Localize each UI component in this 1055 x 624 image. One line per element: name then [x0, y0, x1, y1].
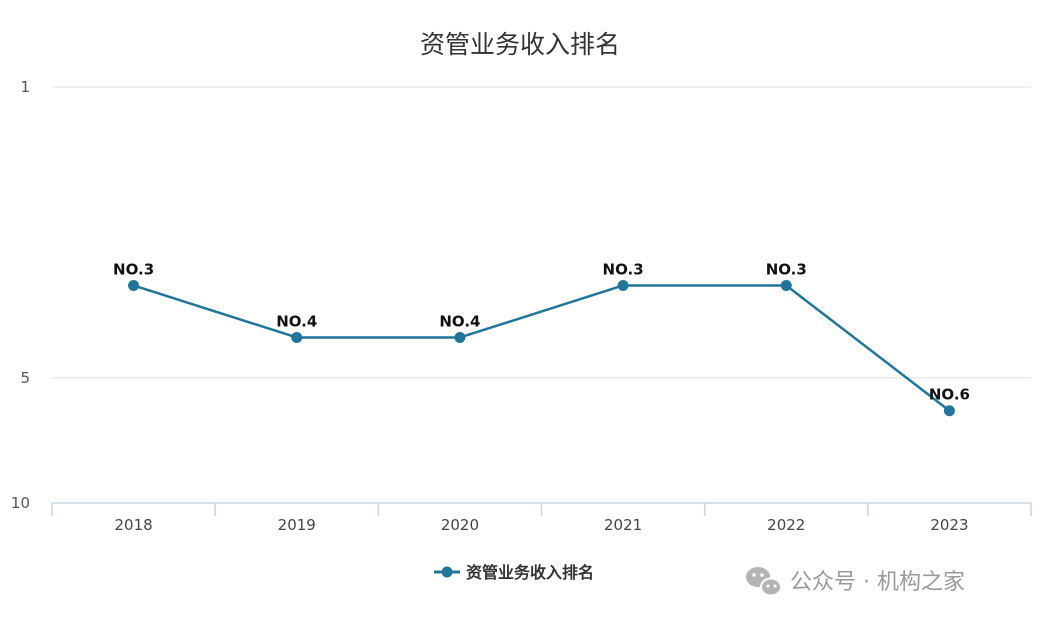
data-label: NO.3 [603, 260, 644, 278]
x-tick-label: 2021 [604, 516, 642, 534]
legend-dot-marker [441, 566, 453, 578]
x-tick-label: 2018 [114, 516, 152, 534]
wechat-icon [746, 567, 782, 597]
data-point[interactable] [454, 331, 466, 343]
data-point[interactable] [780, 279, 792, 291]
legend-label: 资管业务收入排名 [466, 563, 594, 582]
x-tick-label: 2019 [278, 516, 316, 534]
x-axis: 2018 2019 2020 2021 2022 2023 [51, 502, 1032, 534]
data-label: NO.3 [113, 260, 154, 278]
series-layer: NO.3 NO.4 NO.4 NO.3 NO.3 NO.6 [113, 260, 970, 417]
y-tick-label: 5 [20, 369, 30, 387]
data-label: NO.4 [439, 312, 480, 330]
data-point[interactable] [943, 405, 955, 417]
data-label: NO.3 [766, 260, 807, 278]
x-tick-label: 2023 [930, 516, 968, 534]
watermark-text: 公众号 · 机构之家 [790, 570, 965, 595]
chart-title: 资管业务收入排名 [420, 30, 620, 59]
legend[interactable]: 资管业务收入排名 [434, 563, 594, 582]
series-line [133, 284, 951, 412]
y-tick-label: 10 [11, 494, 30, 512]
x-tick-label: 2022 [767, 516, 805, 534]
data-point[interactable] [128, 279, 140, 291]
x-tick-label: 2020 [441, 516, 479, 534]
y-tick-label: 1 [20, 78, 30, 96]
watermark: 公众号 · 机构之家 [746, 567, 965, 597]
data-point[interactable] [291, 331, 303, 343]
data-point[interactable] [617, 279, 629, 291]
data-label: NO.6 [929, 386, 970, 404]
data-label: NO.4 [276, 312, 317, 330]
